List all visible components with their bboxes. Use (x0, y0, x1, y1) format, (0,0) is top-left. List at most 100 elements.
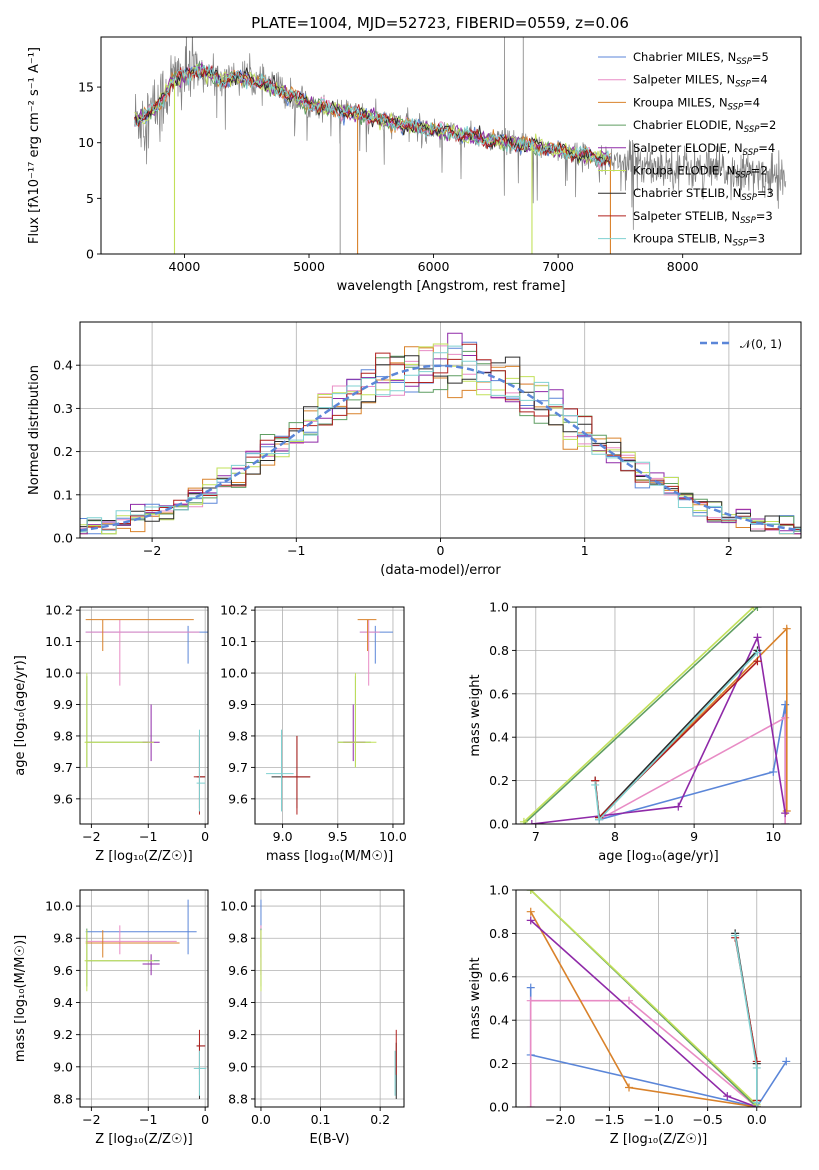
residuals-ytick-label: 0.4 (53, 358, 73, 373)
mass_vs_Z-ytick-label: 9.6 (53, 963, 73, 978)
spectrum-ytick-label: 10 (78, 135, 94, 150)
spectrum-ylabel: Flux [fλ10⁻¹⁷ erg cm⁻² s⁻¹ A⁻¹] (27, 47, 42, 244)
age_vs_Z-axes (80, 607, 208, 824)
massweight_vs_Z-plot-area (526, 890, 791, 1107)
massweight_vs_Z-ylabel: mass weight (468, 957, 483, 1039)
massweight_vs_Z-marker-kroupa_stelib (731, 931, 740, 940)
residual-histogram-salpeter_stelib (80, 343, 801, 531)
massweight_vs_age-line-chabrier_elodie (523, 607, 759, 824)
massweight_vs_age-marker-salpeter_stelib (753, 657, 762, 666)
massweight_vs_Z-marker-salpeter_miles (526, 1103, 535, 1107)
age_vs_Z-ytick-label: 9.7 (53, 760, 73, 775)
massweight_vs_age-ylabel: mass weight (468, 674, 483, 756)
mass_vs_ebv-xtick-label: 0.0 (251, 1112, 271, 1127)
massweight_vs_Z-marker-kroupa_stelib (752, 1098, 761, 1107)
age_vs_mass-ytick-label: 10.2 (220, 603, 248, 618)
spectrum-xtick-label: 8000 (667, 259, 699, 274)
massweight_vs_age-marker-kroupa_stelib (753, 648, 762, 657)
residuals-ytick-label: 0.3 (53, 401, 73, 416)
spectrum-ytick-label: 5 (86, 191, 94, 206)
age_vs_Z-xtick-label: 0 (201, 829, 209, 844)
spectrum-xtick-label: 6000 (418, 259, 450, 274)
massweight_vs_age-ytick-label: 0.6 (489, 686, 509, 701)
spectrum-spines (100, 36, 802, 255)
residuals-xtick-label: −2 (143, 543, 161, 558)
spectrum-ytick-label: 15 (78, 80, 94, 95)
mass_vs_Z-ylabel: mass [log₁₀(M/M☉)] (13, 935, 28, 1062)
massweight_vs_age-line-kroupa_elodie (523, 607, 755, 823)
massweight_vs_Z-ytick-label: 0.6 (489, 969, 509, 984)
spectrum-legend-label: Kroupa STELIB, NSSP=3 (633, 232, 765, 249)
age_vs_mass-axes (255, 607, 404, 824)
massweight_vs_age-marker-kroupa_miles (782, 624, 791, 633)
massweight_vs_Z-marker-kroupa_elodie (526, 890, 535, 894)
massweight_vs_age-marker-kroupa_stelib (591, 780, 600, 789)
massweight_vs_age-xtick-label: 7 (532, 829, 540, 844)
massweight_vs_Z-marker-salpeter_miles (625, 996, 634, 1005)
massweight_vs_Z-marker-kroupa_miles (526, 907, 535, 916)
mass_vs_Z-plot-area (84, 899, 207, 1099)
residuals-legend-label: 𝒩(0, 1) (740, 337, 782, 351)
mass_vs_Z-xtick-label: 0 (201, 1112, 209, 1127)
age_vs_mass-ytick-label: 10.1 (220, 634, 248, 649)
residuals-xlabel: (data-model)/error (380, 563, 501, 578)
spectrum-legend-label: Salpeter STELIB, NSSP=3 (633, 209, 773, 226)
massweight_vs_Z-xtick-label: −2.0 (545, 1112, 575, 1127)
massweight_vs_age-line-salpeter_elodie (531, 634, 786, 824)
residuals-frame: −2 −1 0 1 2 0.0 0.1 0.2 0.3 0.4 (data-model)/error… (27, 321, 802, 578)
mass_vs_Z-ytick-label: 9.0 (53, 1059, 73, 1074)
massweight_vs_age-marker-salpeter_elodie (781, 809, 790, 818)
massweight_vs_Z-xtick-label: −1.5 (594, 1112, 624, 1127)
massweight_vs_age-xlabel: age [log₁₀(age/yr)] (598, 849, 719, 864)
residuals-xtick-label: 1 (581, 543, 589, 558)
massweight_vs_Z-xlabel: Z [log₁₀(Z/Z☉)] (610, 1132, 707, 1147)
age_vs_Z-plot-area (84, 619, 208, 815)
massweight_vs_age-marker-chabrier_miles (781, 700, 790, 709)
age_vs_Z-ytick-label: 10.1 (45, 634, 73, 649)
residual-histogram-chabrier_stelib (80, 355, 801, 532)
massweight_vs_Z-marker-salpeter_elodie (526, 916, 535, 925)
spectrum-legend: Chabrier MILES, NSSP=5 Salpeter MILES, NS… (598, 50, 776, 249)
age_vs_mass-ytick-label: 9.7 (228, 760, 248, 775)
age_vs_Z-ytick-label: 10.2 (45, 603, 73, 618)
age_vs_Z-ylabel: age [log₁₀(age/yr)] (13, 655, 28, 776)
residual-histogram-salpeter_elodie (80, 332, 801, 535)
massweight_vs_age-ytick-label: 0.8 (489, 643, 509, 658)
spectrum-legend-label: Salpeter MILES, NSSP=4 (633, 73, 768, 90)
residuals-ytick-label: 0.0 (53, 531, 73, 546)
age_vs_Z-spines (79, 606, 209, 825)
age_vs_Z-xtick-label: −1 (139, 829, 157, 844)
age_vs_Z-xlabel: Z [log₁₀(Z/Z☉)] (95, 849, 192, 864)
age_vs_mass-xtick-label: 9.0 (273, 829, 293, 844)
massweight_vs_Z-ytick-label: 0.8 (489, 926, 509, 941)
residuals-ytick-label: 0.2 (53, 444, 73, 459)
massweight_vs_age-frame: 7 8 9 10 0.0 0.2 0.4 0.6 0.8 1.0 age [log₁₀(age/yr… (468, 600, 802, 864)
massweight_vs_Z-ytick-label: 1.0 (489, 883, 509, 898)
mass_vs_ebv-ytick-label: 9.0 (228, 1059, 248, 1074)
mass_vs_Z-xtick-label: −1 (139, 1112, 157, 1127)
age_vs_mass-frame: 9.0 9.5 10.0 9.6 9.7 9.8 9.9 10.0 10.1 10.2 mass [… (220, 603, 407, 864)
massweight_vs_age-xtick-label: 10 (765, 829, 781, 844)
massweight_vs_age-ytick-label: 0.0 (489, 817, 509, 832)
spectrum-xtick-label: 7000 (542, 259, 574, 274)
spectrum-xtick-label: 4000 (169, 259, 201, 274)
residuals-xtick-label: −1 (287, 543, 305, 558)
mass_vs_ebv-ytick-label: 10.0 (220, 899, 248, 914)
residual-histogram-kroupa_elodie (80, 343, 801, 535)
massweight_vs_Z-xtick-label: 0.0 (747, 1112, 767, 1127)
figure-title: PLATE=1004, MJD=52723, FIBERID=0559, z=0… (251, 14, 629, 32)
massweight_vs_age-marker-salpeter_elodie (674, 802, 683, 811)
mass_vs_ebv-ytick-label: 9.8 (228, 931, 248, 946)
spectrum-axes (134, 37, 787, 254)
normal-reference-curve (80, 364, 801, 532)
age_vs_Z-ytick-label: 9.9 (53, 697, 73, 712)
spectrum-ytick-label: 0 (86, 247, 94, 262)
age_vs_Z-xtick-label: −2 (82, 829, 100, 844)
massweight_vs_age-ytick-label: 1.0 (489, 600, 509, 615)
massweight_vs_age-marker-salpeter_elodie (527, 820, 536, 824)
age_vs_mass-ytick-label: 9.9 (228, 697, 248, 712)
massweight_vs_Z-frame: −2.0 −1.5 −1.0 −0.5 0.0 0.0 0.2 0.4 0.6 0.8 1.0 Z [… (468, 883, 802, 1147)
spectrum-legend-label: Chabrier ELODIE, NSSP=2 (633, 118, 776, 135)
